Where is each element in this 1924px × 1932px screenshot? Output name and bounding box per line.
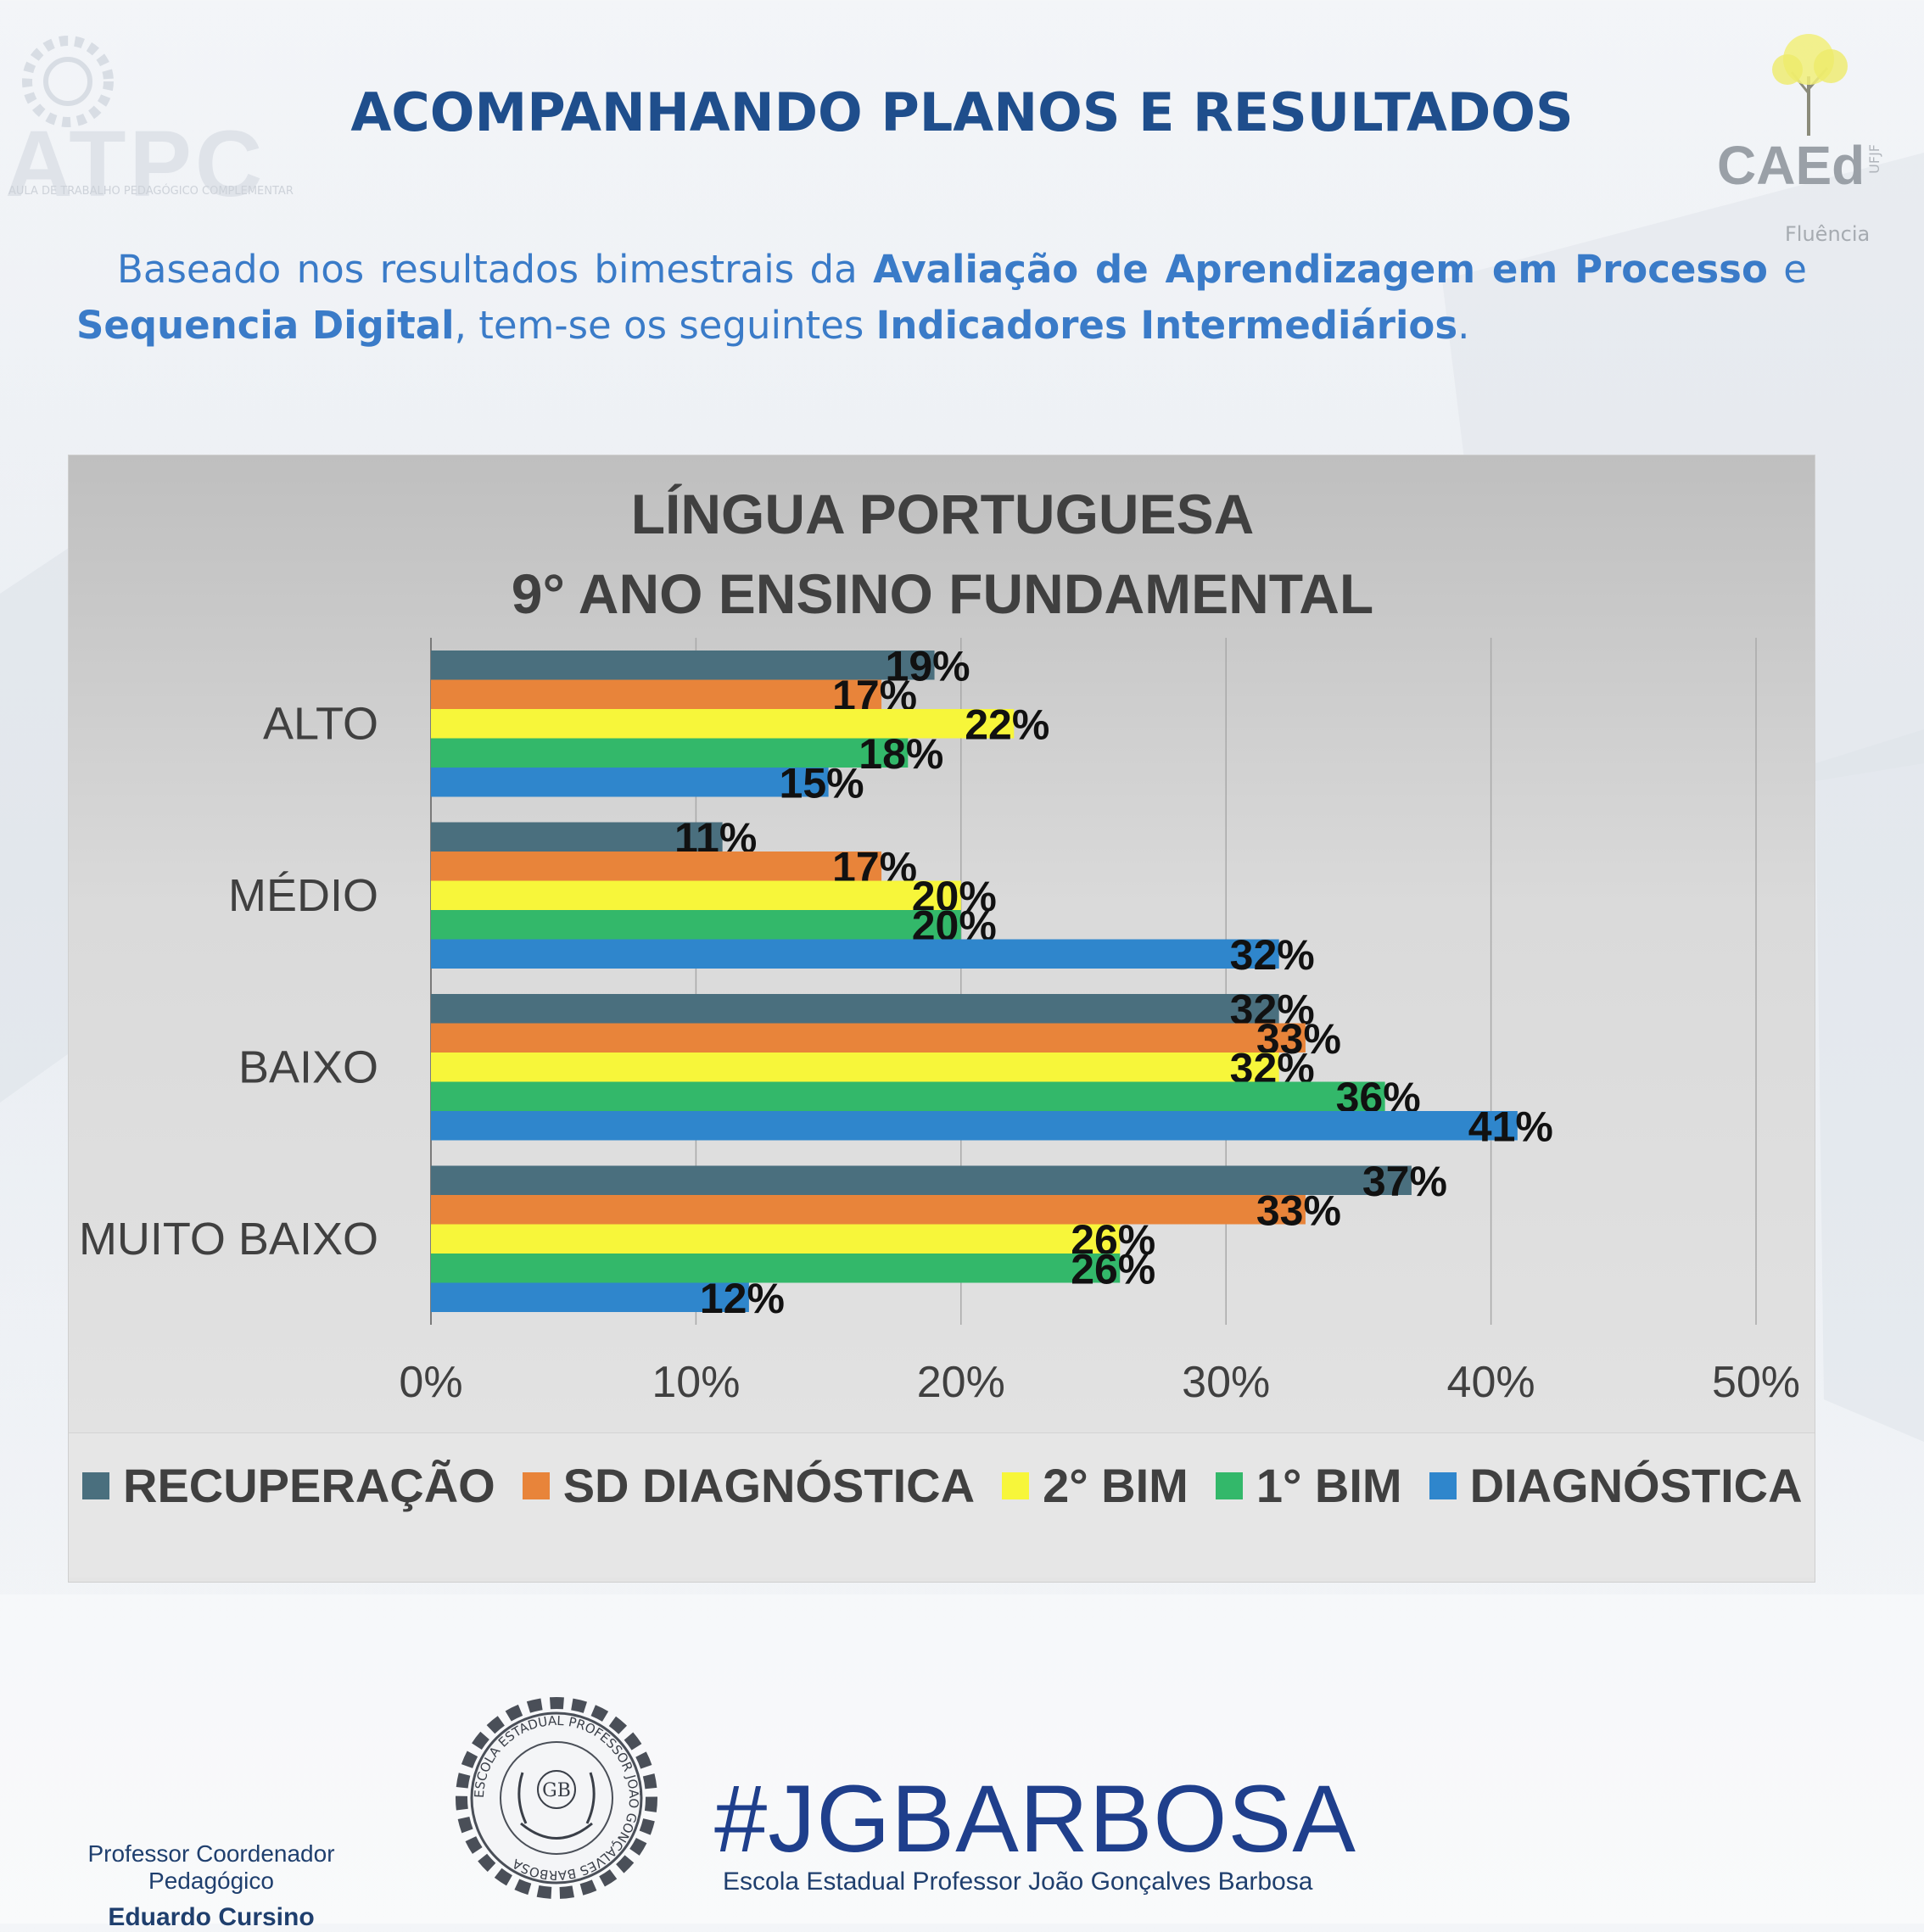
category-label: BAIXO [238, 1041, 378, 1092]
legend-swatch [1215, 1471, 1243, 1499]
data-label: 18% [859, 730, 943, 778]
legend-label: RECUPERAÇÃO [123, 1459, 495, 1512]
atpc-brand-text: ATPC [5, 112, 266, 216]
chart-title-line1: LÍNGUA PORTUGUESA [630, 483, 1255, 545]
bar [431, 822, 723, 852]
school-seal-icon: ESCOLA ESTADUAL PROFESSOR JOÃO GONÇALVES… [456, 1697, 657, 1899]
bar [431, 738, 909, 768]
intro-paragraph: Baseado nos resultados bimestrais da Ava… [76, 242, 1807, 354]
bar [431, 1111, 1518, 1141]
legend-band [69, 1432, 1815, 1577]
legend-label: 1° BIM [1256, 1459, 1402, 1512]
category-label: ALTO [263, 698, 378, 749]
bar [431, 852, 882, 881]
tree-icon [1772, 34, 1848, 136]
legend-swatch [522, 1471, 550, 1499]
chart-title-line2: 9° ANO ENSINO FUNDAMENTAL [511, 562, 1374, 625]
legend-label: SD DIAGNÓSTICA [562, 1459, 976, 1512]
data-label: 15% [780, 759, 864, 807]
intro-text-4: . [1457, 303, 1470, 348]
intro-text-3: , tem-se os seguintes [454, 303, 876, 348]
legend-item: SD DIAGNÓSTICA [522, 1458, 976, 1513]
data-label: 41% [1468, 1103, 1553, 1150]
data-label: 22% [965, 701, 1049, 748]
bar [431, 1254, 1121, 1283]
legend-label: DIAGNÓSTICA [1469, 1459, 1803, 1512]
x-tick-label: 20% [917, 1358, 1005, 1407]
legend-label: 2° BIM [1043, 1459, 1189, 1512]
coordinator-name: Eduardo Cursino [108, 1903, 315, 1931]
fluencia-caption: Fluência [1785, 222, 1871, 246]
ufjf-text: UFJF [1866, 144, 1882, 174]
atpc-tagline: AULA DE TRABALHO PEDAGÓGICO COMPLEMENTAR [8, 185, 294, 198]
gear-emblem-icon [22, 36, 114, 127]
intro-text-1: Baseado nos resultados bimestrais da [117, 247, 874, 292]
category-label: MUITO BAIXO [79, 1214, 378, 1265]
legend-swatch [1002, 1471, 1030, 1499]
bar [431, 1023, 1306, 1053]
bar [431, 768, 829, 797]
x-tick-label: 50% [1712, 1358, 1800, 1407]
bar [431, 1053, 1279, 1082]
legend-swatch [1429, 1471, 1457, 1499]
caed-brand-text: CAEd [1717, 135, 1865, 196]
data-label: 12% [700, 1275, 785, 1322]
category-label: MÉDIO [228, 870, 378, 921]
data-label: 33% [1256, 1187, 1341, 1234]
intro-text-2: e [1767, 247, 1807, 292]
bar [431, 910, 961, 940]
x-tick-label: 30% [1182, 1358, 1270, 1407]
bar [431, 994, 1279, 1024]
caed-logo: CAEd UFJF Fluência [1714, 25, 1909, 246]
bar [431, 1195, 1306, 1225]
bar [431, 1081, 1385, 1111]
page-title: ACOMPANHANDO PLANOS E RESULTADOS [350, 81, 1574, 143]
legend-item: 2° BIM [1002, 1458, 1189, 1513]
intro-bold-2: Sequencia Digital [76, 303, 455, 348]
atpc-logo: ATPC AULA DE TRABALHO PEDAGÓGICO COMPLEM… [5, 25, 302, 216]
legend-item: 1° BIM [1215, 1458, 1402, 1513]
legend-item: RECUPERAÇÃO [82, 1458, 495, 1513]
bar [431, 709, 1015, 739]
x-tick-label: 0% [399, 1358, 462, 1407]
seal-initials: GB [542, 1780, 571, 1801]
school-name: Escola Estadual Professor João Gonçalves… [723, 1868, 1313, 1896]
bar [431, 1165, 1412, 1195]
data-label: 19% [886, 642, 970, 690]
x-tick-label: 40% [1447, 1358, 1535, 1407]
data-label: 26% [1071, 1245, 1155, 1293]
chart-container: LÍNGUA PORTUGUESA 9° ANO ENSINO FUNDAMEN… [68, 455, 1815, 1583]
bar [431, 651, 935, 680]
coordinator-role: Professor Coordenador Pedagógico [87, 1840, 335, 1894]
intro-bold-3: Indicadores Intermediários [875, 303, 1458, 348]
data-label: 37% [1362, 1158, 1447, 1205]
coordinator-credit: Professor Coordenador Pedagógico Eduardo… [29, 1840, 394, 1932]
bar [431, 880, 961, 910]
data-label: 32% [1230, 931, 1315, 979]
bar [431, 1282, 749, 1312]
x-tick-label: 10% [652, 1358, 740, 1407]
bar [431, 1224, 1121, 1254]
chart-title: LÍNGUA PORTUGUESA 9° ANO ENSINO FUNDAMEN… [69, 474, 1816, 634]
legend-swatch [82, 1471, 109, 1499]
legend-item: DIAGNÓSTICA [1429, 1458, 1803, 1513]
chart-legend: RECUPERAÇÃO SD DIAGNÓSTICA 2° BIM 1° BIM DIA… [69, 1458, 1815, 1513]
bar [431, 679, 882, 709]
school-hashtag: #JGBARBOSA [714, 1766, 1356, 1872]
bar [431, 939, 1279, 969]
bar-chart-plot: 0% 10% 20% 30% 40% 50%ALTO19%17%22%18%15%MÉDI… [79, 638, 1800, 1407]
intro-bold-1: Avaliação de Aprendizagem em Processo [873, 247, 1768, 292]
